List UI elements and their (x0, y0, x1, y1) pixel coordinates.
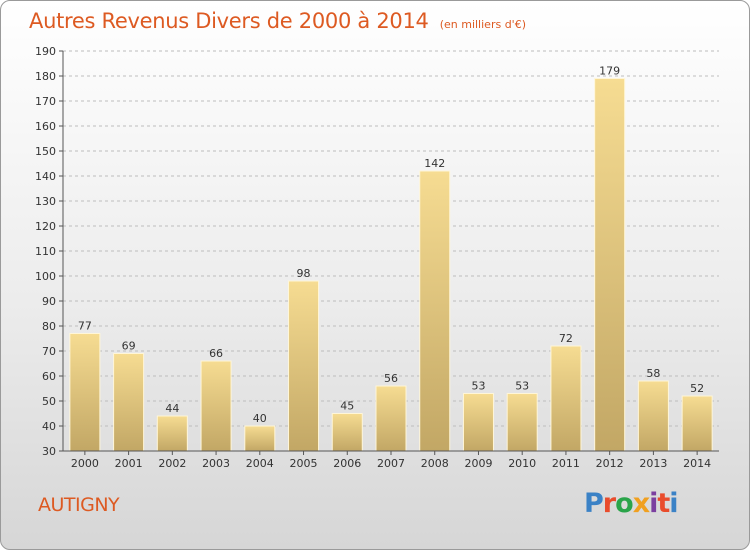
y-tick-label: 170 (35, 95, 56, 108)
y-tick-label: 110 (35, 245, 56, 258)
chart-title: Autres Revenus Divers de 2000 à 2014 (en… (29, 9, 526, 33)
bar-2003 (200, 360, 232, 452)
x-tick-label: 2001 (115, 457, 143, 470)
y-tick-label: 40 (42, 420, 56, 433)
y-tick-label: 90 (42, 295, 56, 308)
value-label: 53 (471, 380, 485, 393)
y-tick-label: 70 (42, 345, 56, 358)
bar-2010 (506, 393, 538, 452)
y-tick-label: 120 (35, 220, 56, 233)
value-label: 69 (122, 340, 136, 353)
bar-2002 (156, 415, 188, 452)
bar-2000 (69, 333, 101, 452)
value-label: 72 (559, 332, 573, 345)
y-tick-label: 140 (35, 170, 56, 183)
value-label: 58 (646, 367, 660, 380)
commune-name: AUTIGNY (38, 494, 120, 516)
bar-2011 (550, 345, 582, 452)
y-tick-label: 180 (35, 70, 56, 83)
y-axis: 30 40 50 60 70 80 90 100 110 120 130 140 150 160 170 18… (35, 45, 64, 458)
title-text: Autres Revenus Divers de 2000 à 2014 (29, 9, 429, 33)
bar-2007 (375, 385, 407, 452)
x-tick-label: 2005 (290, 457, 318, 470)
value-label: 66 (209, 347, 223, 360)
x-tick-label: 2011 (552, 457, 580, 470)
bar-2012 (594, 78, 626, 452)
y-tick-label: 160 (35, 120, 56, 133)
bar-2004 (244, 425, 276, 452)
y-tick-label: 30 (42, 445, 56, 458)
y-tick-label: 50 (42, 395, 56, 408)
bars: 77 69 44 66 40 98 45 56 142 53 53 72 179 58 52 (69, 65, 713, 452)
y-tick-label: 150 (35, 145, 56, 158)
x-tick-label: 2012 (596, 457, 624, 470)
value-label: 98 (297, 267, 311, 280)
value-label: 142 (424, 157, 445, 170)
bar-2006 (331, 413, 363, 452)
x-tick-label: 2002 (158, 457, 186, 470)
x-tick-label: 2006 (333, 457, 361, 470)
x-tick-label: 2000 (71, 457, 99, 470)
value-label: 56 (384, 372, 398, 385)
value-label: 77 (78, 320, 92, 333)
x-axis: 2000 2001 2002 2003 2004 2005 2006 2007 2008 2009… (63, 450, 719, 470)
bar-2014 (681, 395, 713, 452)
value-label: 179 (599, 65, 620, 78)
value-label: 53 (515, 380, 529, 393)
y-tick-label: 100 (35, 270, 56, 283)
bar-2009 (462, 393, 494, 452)
x-tick-label: 2004 (246, 457, 274, 470)
value-label: 44 (165, 402, 179, 415)
bar-2013 (637, 380, 669, 452)
y-tick-label: 190 (35, 45, 56, 58)
x-tick-label: 2008 (421, 457, 449, 470)
x-tick-label: 2007 (377, 457, 405, 470)
y-tick-label: 130 (35, 195, 56, 208)
unit-note: (en milliers d'€) (439, 18, 526, 31)
x-tick-label: 2014 (683, 457, 711, 470)
x-tick-label: 2010 (508, 457, 536, 470)
bar-2005 (288, 280, 320, 452)
y-tick-label: 60 (42, 370, 56, 383)
proxiti-logo: Proxiti (584, 488, 679, 519)
value-label: 45 (340, 400, 354, 413)
bar-2008 (419, 170, 451, 452)
x-tick-label: 2009 (464, 457, 492, 470)
value-label: 52 (690, 382, 704, 395)
y-tick-label: 80 (42, 320, 56, 333)
value-label: 40 (253, 412, 267, 425)
x-tick-label: 2013 (639, 457, 667, 470)
bar-2001 (113, 353, 145, 452)
x-tick-label: 2003 (202, 457, 230, 470)
